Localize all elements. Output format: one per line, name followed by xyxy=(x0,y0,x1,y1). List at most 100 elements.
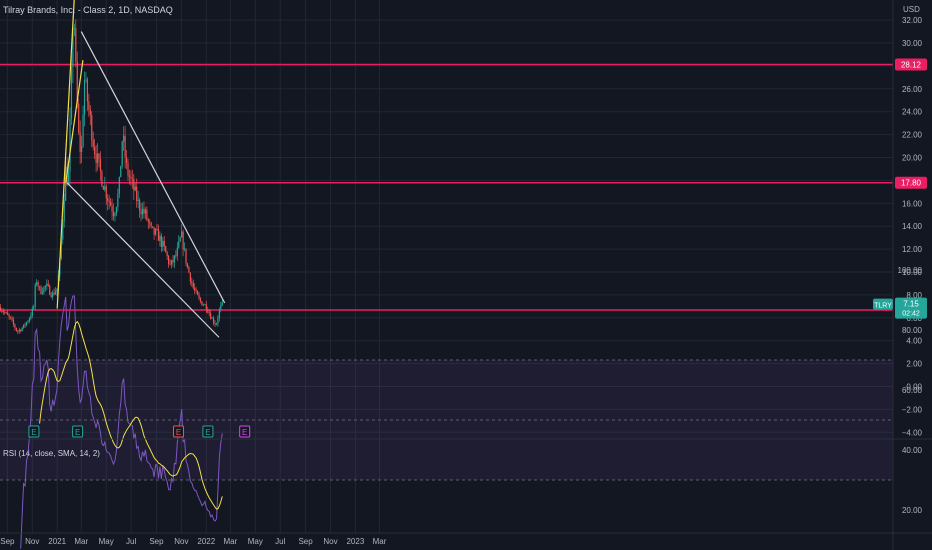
candle-body[interactable] xyxy=(47,283,49,286)
candle-body[interactable] xyxy=(5,312,7,314)
candle-body[interactable] xyxy=(50,294,52,297)
candle-body[interactable] xyxy=(215,324,218,325)
candle-body[interactable] xyxy=(91,115,93,141)
candle-body[interactable] xyxy=(147,219,149,222)
candle-body[interactable] xyxy=(134,186,136,191)
candle-body[interactable] xyxy=(194,287,196,291)
candle-body[interactable] xyxy=(201,301,203,306)
candle-body[interactable] xyxy=(112,211,115,217)
candle-body[interactable] xyxy=(214,322,216,325)
candle-body[interactable] xyxy=(221,302,223,306)
candle-body[interactable] xyxy=(105,186,107,199)
candle-body[interactable] xyxy=(188,266,190,273)
candle-body[interactable] xyxy=(153,227,155,235)
candle-body[interactable] xyxy=(9,316,12,318)
candle-body[interactable] xyxy=(96,153,99,163)
candle-body[interactable] xyxy=(31,308,33,316)
candle-body[interactable] xyxy=(70,67,73,119)
candle-body[interactable] xyxy=(38,286,41,288)
candle-body[interactable] xyxy=(63,200,65,221)
candle-body[interactable] xyxy=(111,205,113,212)
candle-body[interactable] xyxy=(160,235,162,247)
candle-body[interactable] xyxy=(182,231,184,250)
rsi-panel[interactable]: RSI (14, close, SMA, 14, 2) xyxy=(0,295,893,549)
candle-body[interactable] xyxy=(83,79,86,115)
candle-body[interactable] xyxy=(28,318,31,322)
candle-body[interactable] xyxy=(192,283,194,288)
candle-body[interactable] xyxy=(107,198,109,202)
candle-body[interactable] xyxy=(195,290,197,292)
candle-body[interactable] xyxy=(102,186,104,190)
candle-body[interactable] xyxy=(133,178,135,191)
candle-body[interactable] xyxy=(181,231,183,238)
candle-body[interactable] xyxy=(72,28,74,68)
candle-body[interactable] xyxy=(14,324,16,328)
candle-body[interactable] xyxy=(120,165,122,178)
candle-body[interactable] xyxy=(98,153,100,159)
earnings-marker[interactable] xyxy=(72,425,84,438)
candle-body[interactable] xyxy=(178,241,180,248)
earnings-marker[interactable] xyxy=(28,425,40,438)
candle-body[interactable] xyxy=(136,186,138,202)
candle-body[interactable] xyxy=(23,324,25,328)
candle-body[interactable] xyxy=(75,28,77,62)
candle-body[interactable] xyxy=(37,282,39,287)
candle-body[interactable] xyxy=(78,103,80,133)
candle-body[interactable] xyxy=(25,322,28,326)
candle-body[interactable] xyxy=(56,288,58,292)
candle-body[interactable] xyxy=(88,101,90,110)
candle-body[interactable] xyxy=(52,292,54,297)
earnings-marker[interactable] xyxy=(173,425,185,438)
candle-body[interactable] xyxy=(140,210,142,215)
candle-body[interactable] xyxy=(7,312,9,315)
candle-body[interactable] xyxy=(62,220,64,240)
candle-body[interactable] xyxy=(110,201,112,206)
candle-body[interactable] xyxy=(43,286,45,293)
candle-body[interactable] xyxy=(128,175,131,177)
candle-body[interactable] xyxy=(104,186,106,190)
candle-body[interactable] xyxy=(30,315,32,319)
candle-body[interactable] xyxy=(186,263,189,267)
channel-upper-trendline[interactable] xyxy=(65,60,84,183)
earnings-marker[interactable] xyxy=(239,425,251,438)
candle-body[interactable] xyxy=(86,79,89,102)
candle-body[interactable] xyxy=(117,193,119,208)
candle-body[interactable] xyxy=(33,306,35,309)
candle-body[interactable] xyxy=(197,290,199,295)
candle-body[interactable] xyxy=(8,314,10,317)
candle-body[interactable] xyxy=(207,309,209,313)
candle-body[interactable] xyxy=(54,291,57,295)
candle-body[interactable] xyxy=(169,263,171,265)
candle-body[interactable] xyxy=(114,213,116,217)
candle-body[interactable] xyxy=(166,252,168,257)
candle-body[interactable] xyxy=(185,248,187,264)
candle-body[interactable] xyxy=(157,229,160,241)
candle-body[interactable] xyxy=(2,311,4,312)
candle-body[interactable] xyxy=(115,207,118,214)
rsi-line[interactable] xyxy=(20,295,223,549)
candle-body[interactable] xyxy=(183,248,186,250)
candle-body[interactable] xyxy=(1,310,3,312)
candle-body[interactable] xyxy=(82,114,84,147)
candle-body[interactable] xyxy=(146,209,148,220)
candle-body[interactable] xyxy=(137,199,139,202)
candle-body[interactable] xyxy=(92,140,94,147)
candle-body[interactable] xyxy=(4,311,6,313)
candle-body[interactable] xyxy=(218,309,220,319)
candle-body[interactable] xyxy=(17,330,19,332)
candle-body[interactable] xyxy=(173,255,176,263)
earnings-marker[interactable] xyxy=(202,425,214,438)
candle-body[interactable] xyxy=(123,135,125,142)
candle-body[interactable] xyxy=(162,240,164,247)
candle-body[interactable] xyxy=(199,298,202,302)
candle-body[interactable] xyxy=(127,163,129,176)
candle-body[interactable] xyxy=(46,283,48,286)
candle-body[interactable] xyxy=(121,141,123,166)
candle-body[interactable] xyxy=(124,135,126,158)
candle-body[interactable] xyxy=(152,226,154,228)
wedge-upper-trendline[interactable] xyxy=(80,31,226,304)
candle-body[interactable] xyxy=(176,247,178,256)
candle-body[interactable] xyxy=(131,178,133,180)
candle-body[interactable] xyxy=(154,229,157,235)
candle-body[interactable] xyxy=(130,176,132,179)
